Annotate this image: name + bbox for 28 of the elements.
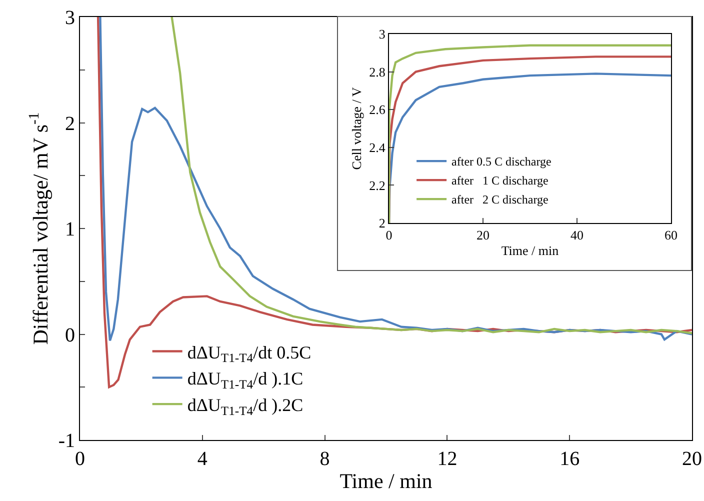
y-tick-label: 2.2 [369,178,386,193]
legend-label: after 2 C discharge [452,192,548,207]
legend-label: dΔU$_{T1-T4}$/d ).2C [187,395,304,418]
y-tick-label: -1 [58,430,75,452]
y-axis-title: Cell voltage / V [349,86,364,170]
x-tick-label: 4 [197,448,208,470]
legend-label: dΔU$_{T1-T4}$/dt 0.5C [187,342,312,366]
x-tick-label: 20 [476,228,490,243]
x-axis-title: Time / min [501,243,560,258]
legend-label: after 1 C discharge [452,174,548,188]
x-tick-label: 16 [560,448,580,470]
y-tick-label: 3 [378,26,386,42]
x-tick-label: 8 [320,448,330,470]
legend-label: after 0.5 C discharge [452,154,552,169]
x-axis-title: Time / min [340,469,433,494]
x-tick-label: 20 [682,448,702,470]
y-tick-label: 1 [65,218,75,240]
x-tick-label: 60 [664,228,678,243]
x-tick-label: 40 [570,228,584,243]
y-tick-label: 2.8 [369,64,386,80]
legend-label: dΔU$_{T1-T4}$/d ).1C [187,368,304,392]
y-tick-label: 2 [65,112,75,135]
y-tick-label: 2.4 [369,140,386,155]
x-tick-label: 12 [437,448,458,470]
y-tick-label: 2 [378,216,386,231]
y-tick-label: 3 [65,7,75,29]
y-tick-label: 2.6 [369,102,386,118]
y-tick-label: 0 [65,324,75,346]
